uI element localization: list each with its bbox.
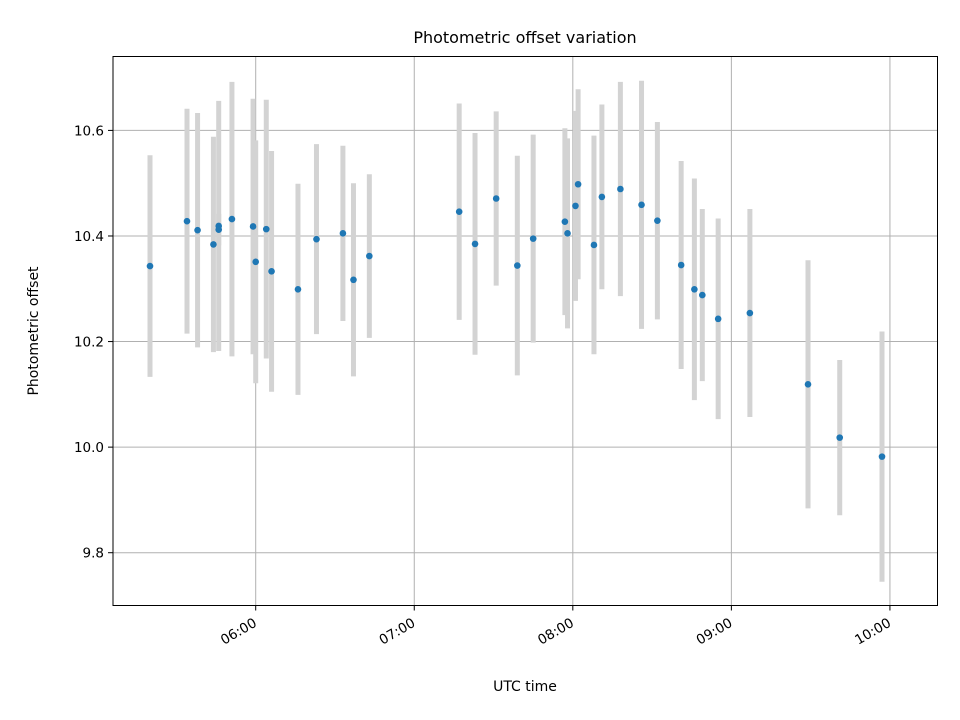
data-point	[529, 235, 537, 242]
data-point	[350, 276, 357, 284]
data-point	[339, 230, 347, 237]
data-point	[714, 315, 722, 323]
data-point	[228, 215, 236, 223]
data-point	[691, 285, 698, 293]
data-point	[617, 185, 624, 193]
y-tick-label: 9.8	[83, 546, 104, 562]
data-point	[561, 218, 569, 226]
data-point	[471, 240, 479, 248]
axis-ticks	[108, 129, 891, 611]
data-point	[194, 226, 201, 234]
y-axis-label: Photometric offset	[26, 266, 42, 396]
data-point	[677, 261, 685, 269]
data-point	[572, 202, 579, 210]
data-point	[249, 223, 257, 230]
y-tick-label: 10.6	[74, 123, 104, 139]
data-point	[878, 453, 886, 460]
plot-frame	[112, 56, 938, 606]
data-point	[590, 241, 598, 249]
data-point	[564, 230, 571, 237]
x-axis-label: UTC time	[493, 679, 557, 695]
data-point	[366, 252, 373, 260]
data-point	[514, 262, 521, 269]
y-tick-label: 10.4	[74, 229, 104, 245]
data-point	[804, 381, 812, 388]
data-point	[313, 235, 320, 243]
data-points	[146, 180, 886, 460]
data-point	[638, 201, 645, 209]
data-point	[210, 241, 217, 248]
y-tick-label: 10.0	[74, 440, 104, 456]
data-point	[183, 217, 191, 225]
data-point	[262, 225, 270, 233]
data-point	[836, 434, 844, 441]
data-point	[574, 180, 582, 188]
data-point	[268, 268, 275, 275]
data-point	[294, 285, 302, 293]
data-point	[746, 309, 754, 317]
data-point	[146, 262, 154, 270]
data-point	[699, 291, 706, 299]
data-point	[598, 193, 606, 201]
data-point	[252, 258, 260, 266]
gridlines	[113, 56, 938, 606]
data-point	[492, 195, 500, 202]
data-point	[455, 208, 463, 215]
data-point	[215, 226, 223, 233]
chart-title: Photometric offset variation	[413, 28, 636, 47]
y-tick-label: 10.2	[74, 335, 104, 351]
data-point	[654, 217, 661, 224]
